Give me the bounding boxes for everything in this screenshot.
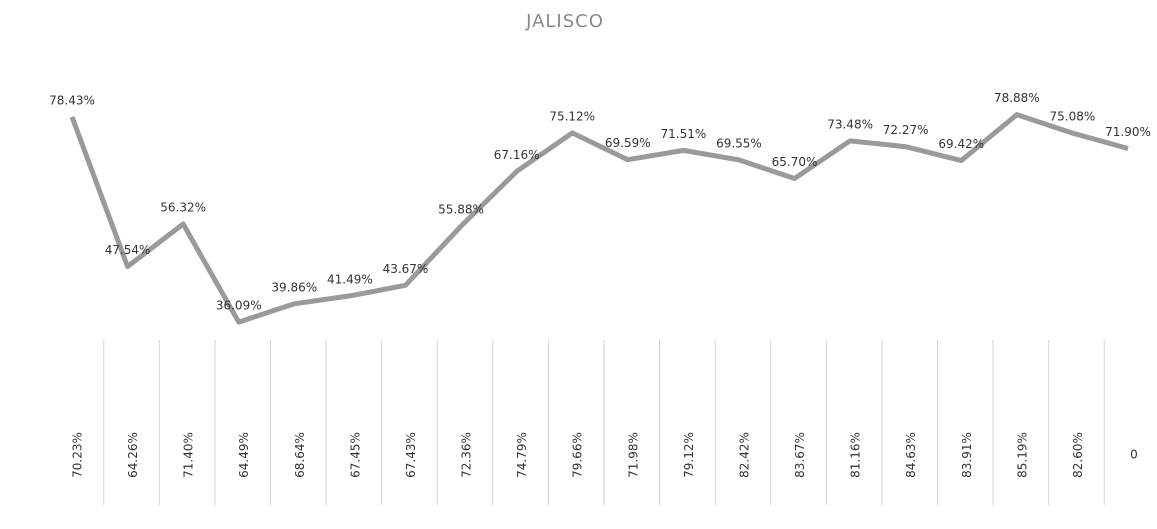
table-value: 64.26% <box>126 432 140 478</box>
data-label: 71.90% <box>1105 125 1151 139</box>
data-label: 56.32% <box>160 201 206 215</box>
table-value: 82.42% <box>737 432 751 478</box>
data-label: 41.49% <box>327 272 373 286</box>
table-value: 71.98% <box>626 432 640 478</box>
data-label: 75.12% <box>549 109 595 123</box>
data-label: 69.55% <box>716 136 762 150</box>
table-value: 68.64% <box>293 432 307 478</box>
table-value: 70.23% <box>71 432 85 478</box>
data-label: 75.08% <box>1050 110 1096 124</box>
data-label: 67.16% <box>494 148 540 162</box>
table-value: 83.91% <box>960 432 974 478</box>
table-value: 74.79% <box>515 432 529 478</box>
data-label: 72.27% <box>883 123 929 137</box>
table-value: 72.36% <box>460 432 474 478</box>
data-label: 69.42% <box>938 137 984 151</box>
table-value: 82.60% <box>1071 432 1085 478</box>
table-value: 79.12% <box>682 432 696 478</box>
data-label: 78.43% <box>49 93 95 107</box>
data-label: 36.09% <box>216 299 262 313</box>
chart-title: JALISCO <box>525 11 604 32</box>
table-value: 67.45% <box>348 432 362 478</box>
data-label: 47.54% <box>105 243 151 257</box>
table-value: 79.66% <box>571 432 585 478</box>
data-label: 69.59% <box>605 136 651 150</box>
data-label: 39.86% <box>271 280 317 294</box>
table-value: 67.43% <box>404 432 418 478</box>
table-value: 85.19% <box>1015 432 1029 478</box>
table-value: 81.16% <box>849 432 863 478</box>
table-value: 84.63% <box>904 432 918 478</box>
data-label: 71.51% <box>660 127 706 141</box>
data-label: 55.88% <box>438 203 484 217</box>
table-value: 64.49% <box>237 432 251 478</box>
data-label: 43.67% <box>383 262 429 276</box>
table-value: 83.67% <box>793 432 807 478</box>
table-value: 0 <box>1130 448 1138 462</box>
data-label: 65.70% <box>772 155 818 169</box>
line <box>69 112 1129 325</box>
data-label: 78.88% <box>994 91 1040 105</box>
table-value: 71.40% <box>182 432 196 478</box>
data-label: 73.48% <box>827 117 873 131</box>
